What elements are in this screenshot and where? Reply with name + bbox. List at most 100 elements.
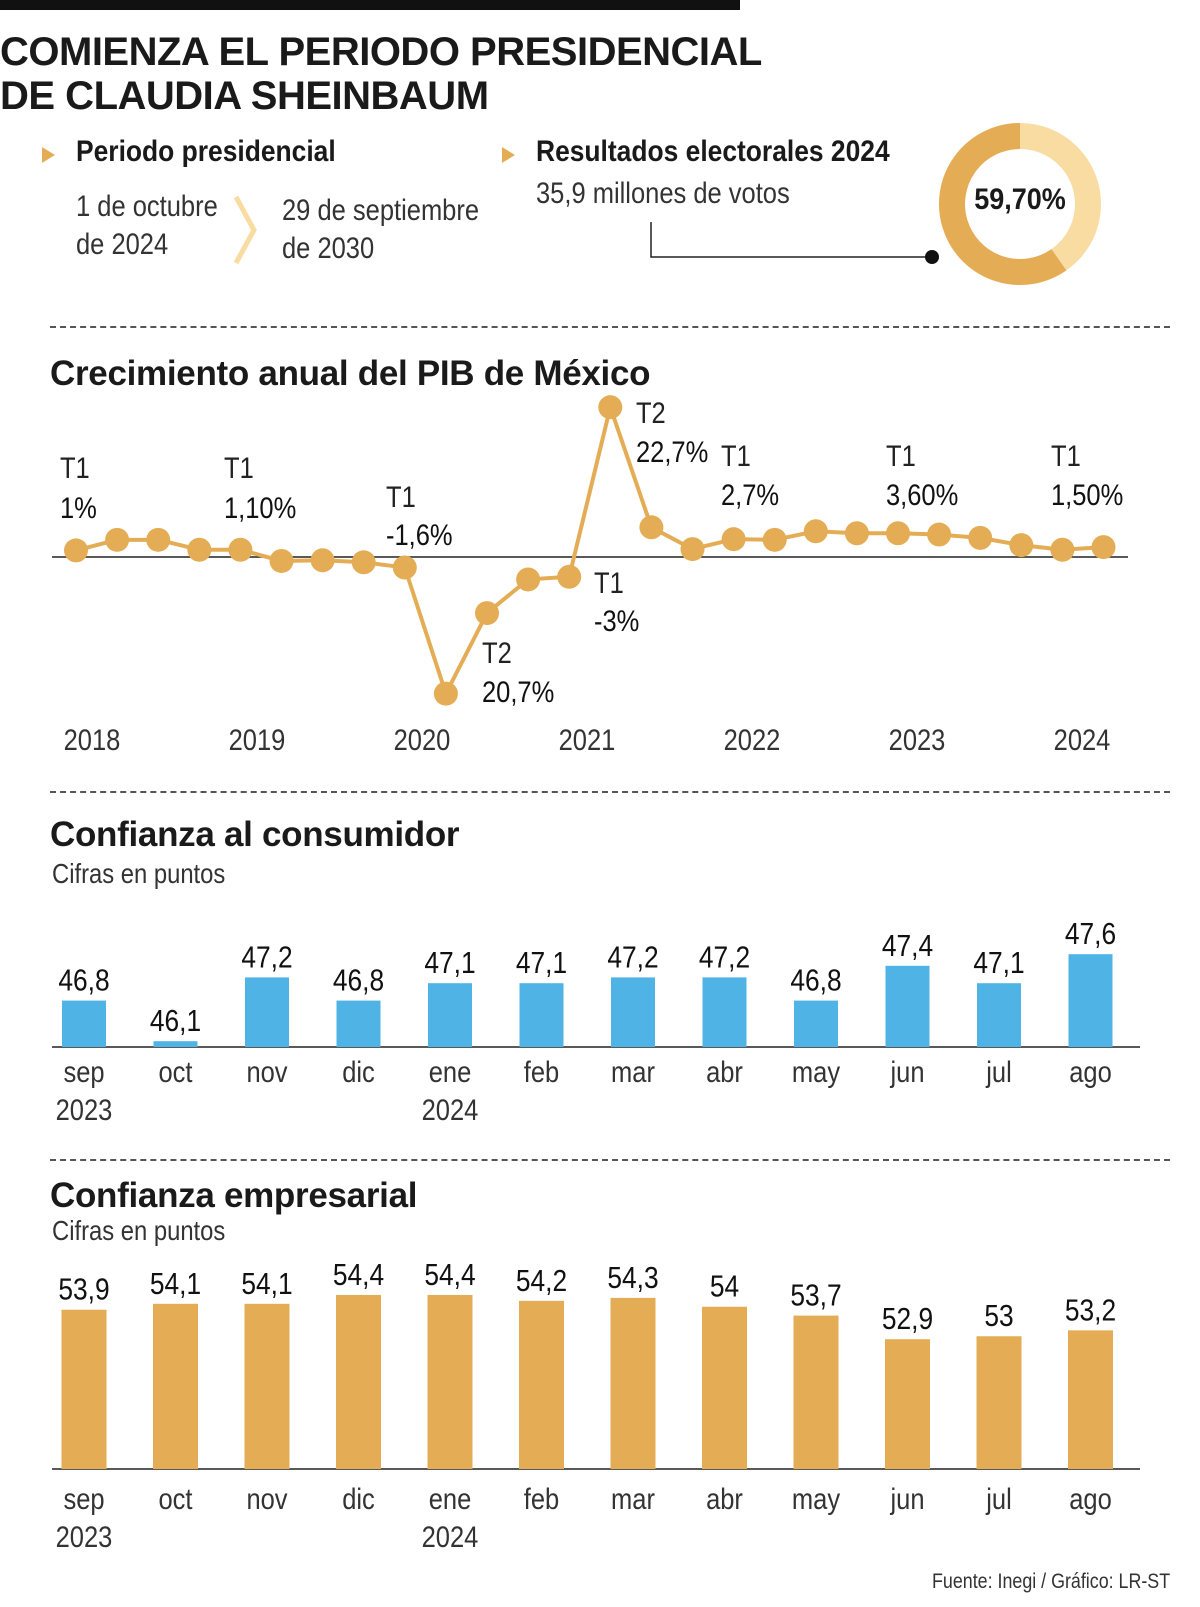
periodo-heading: Periodo presidencial: [76, 135, 336, 168]
gdp-data-point: [886, 521, 910, 546]
category-label: dic: [342, 1482, 375, 1515]
category-label: dic: [342, 1055, 375, 1088]
gdp-line-chart: T1 1% T1 1,10% T1 -1,6% T2 20,7% T1 -3% T2 22,7% T1 2…: [52, 395, 1128, 756]
vote-share-label: 59,70%: [974, 183, 1066, 216]
gdp-data-point: [146, 527, 171, 552]
year-label: 2024: [422, 1093, 479, 1126]
bar-value-label: 47,2: [699, 940, 750, 974]
gdp-data-point: [64, 538, 88, 563]
bar: [519, 1300, 564, 1469]
bar-value-label: 54,2: [516, 1264, 567, 1298]
gdp-data-point: [269, 548, 294, 573]
gdp-annotation-value: 1%: [60, 491, 97, 524]
gdp-data-point: [310, 548, 335, 573]
divider: [50, 1159, 1170, 1161]
category-label: ene: [429, 1482, 472, 1515]
bar-value-label: 53,7: [790, 1279, 841, 1313]
bar-value-label: 52,9: [882, 1302, 933, 1336]
year-label: 2023: [56, 1093, 113, 1126]
gdp-data-point: [803, 519, 828, 544]
category-label: sep: [63, 1482, 104, 1515]
bar-value-label: 46,8: [333, 964, 384, 998]
bar: [794, 1000, 838, 1047]
x-tick-label: 2022: [724, 723, 781, 756]
consumer-bar-chart: 46,8 sep 2023 46,1 oct 47,2 nov 46,8 dic 47,1 ene 2…: [52, 917, 1140, 1126]
top-rule: [0, 0, 740, 10]
gdp-data-point: [721, 527, 746, 552]
gdp-annotation-quarter: T2: [482, 636, 512, 669]
bar: [427, 1294, 473, 1469]
bar: [336, 1294, 381, 1469]
category-label: abr: [706, 1055, 743, 1088]
category-label: feb: [524, 1055, 559, 1088]
year-label: 2024: [422, 1520, 479, 1553]
gdp-annotation-quarter: T1: [386, 480, 416, 513]
gdp-data-point: [392, 555, 417, 580]
bar-value-label: 54: [710, 1270, 739, 1304]
gdp-data-point: [844, 521, 869, 546]
x-tick-label: 2020: [394, 723, 451, 756]
consumer-chart-title: Confianza al consumidor: [50, 815, 460, 854]
gdp-chart-title: Crecimiento anual del PIB de México: [50, 354, 651, 393]
bar: [428, 983, 472, 1047]
bar-value-label: 47,2: [241, 940, 292, 974]
consumer-chart-subtitle: Cifras en puntos: [52, 858, 226, 889]
bar-value-label: 47,6: [1065, 917, 1116, 951]
gdp-data-point: [1091, 535, 1116, 560]
gdp-data-point: [433, 681, 458, 706]
bar-value-label: 46,8: [58, 964, 109, 998]
bar: [885, 965, 930, 1047]
category-label: sep: [63, 1055, 104, 1088]
gdp-annotation-quarter: T1: [60, 451, 90, 484]
category-label: may: [792, 1055, 840, 1088]
bar-value-label: 54,3: [607, 1261, 658, 1295]
bar: [976, 1336, 1022, 1469]
bar-value-label: 47,1: [516, 946, 567, 980]
bar: [336, 1000, 381, 1047]
periodo-start-line-2: de 2024: [76, 228, 169, 261]
category-label: jun: [890, 1055, 925, 1088]
bar: [153, 1041, 198, 1047]
year-label: 2023: [56, 1520, 113, 1553]
gdp-annotation-value: 3,60%: [886, 478, 958, 511]
bar: [610, 1297, 656, 1469]
category-label: oct: [158, 1482, 192, 1515]
bar-value-label: 46,8: [790, 964, 841, 998]
bar: [62, 1000, 106, 1047]
x-tick-label: 2023: [889, 723, 946, 756]
gdp-annotation-value: 2,7%: [721, 478, 779, 511]
gdp-annotation-value: 20,7%: [482, 675, 554, 708]
gdp-data-point: [598, 395, 623, 420]
category-label: ago: [1069, 1482, 1112, 1515]
bar: [245, 977, 289, 1047]
gdp-data-point: [351, 550, 376, 575]
electoral-heading: Resultados electorales 2024: [536, 135, 890, 168]
bullet-triangle-icon: [502, 147, 515, 163]
gdp-annotation-quarter: T1: [886, 439, 916, 472]
bar-value-label: 46,1: [150, 1004, 201, 1038]
bar-value-label: 54,4: [333, 1258, 384, 1292]
periodo-end-line-2: de 2030: [282, 232, 375, 265]
category-label: jul: [985, 1055, 1011, 1088]
gdp-data-point: [1050, 537, 1075, 562]
gdp-data-point: [927, 522, 952, 547]
gdp-annotation-quarter: T1: [1051, 439, 1081, 472]
gdp-data-point: [639, 515, 664, 540]
gdp-annotation-value: -3%: [594, 604, 639, 637]
gdp-data-point: [516, 567, 541, 592]
bar: [702, 1306, 747, 1469]
gdp-data-point: [968, 525, 993, 550]
x-tick-label: 2018: [64, 723, 121, 756]
bar: [1068, 954, 1113, 1047]
business-chart-subtitle: Cifras en puntos: [52, 1215, 226, 1246]
periodo-start-line-1: 1 de octubre: [76, 190, 218, 223]
x-tick-label: 2019: [229, 723, 286, 756]
title-line-1: COMIENZA EL PERIODO PRESIDENCIAL: [0, 30, 762, 74]
bar-value-label: 54,4: [424, 1258, 475, 1292]
gdp-data-point: [762, 527, 787, 552]
bar-value-label: 47,1: [424, 946, 475, 980]
chevron-right-icon: [233, 195, 257, 265]
gdp-annotation-quarter: T2: [636, 396, 666, 429]
bar: [519, 983, 564, 1047]
divider: [50, 326, 1170, 328]
